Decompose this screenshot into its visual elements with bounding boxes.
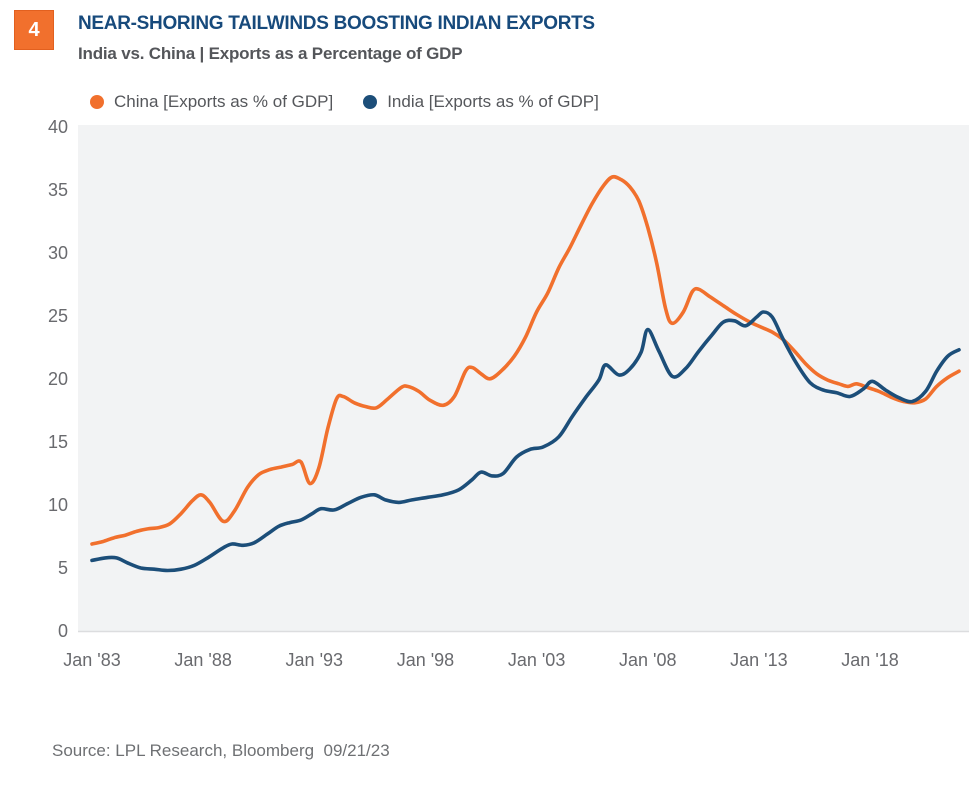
y-tick-label: 35	[47, 179, 68, 200]
x-tick-label: Jan '93	[285, 650, 344, 670]
y-tick-label: 30	[47, 242, 68, 263]
legend-label-china: China [Exports as % of GDP]	[114, 92, 334, 111]
x-tick-label: Jan '18	[841, 650, 899, 670]
y-tick-label: 0	[57, 621, 68, 641]
china-series-dot-icon	[90, 95, 104, 109]
x-tick-label: Jan '98	[396, 650, 455, 670]
y-tick-label: 10	[47, 494, 68, 515]
chart-title: NEAR-SHORING TAILWINDS BOOSTING INDIAN E…	[78, 13, 595, 34]
legend-item-china: China [Exports as % of GDP]	[90, 92, 333, 112]
source-line: Source: LPL Research, Bloomberg 09/21/23	[52, 741, 390, 760]
china-line	[90, 174, 961, 546]
y-tick-label: 25	[47, 305, 68, 326]
chart-subtitle: India vs. China | Exports as a Percentag…	[78, 44, 463, 63]
figure-number-badge: 4	[14, 10, 54, 50]
chart-legend: China [Exports as % of GDP] India [Expor…	[90, 92, 599, 112]
y-tick-label: 40	[47, 116, 68, 137]
india-series-dot-icon	[363, 95, 378, 109]
source-note: Source: LPL Research, Bloomberg 09/21/23…	[52, 739, 435, 787]
figure-number: 4	[28, 18, 40, 41]
x-tick-label: Jan '03	[507, 650, 566, 670]
y-tick-label: 5	[57, 557, 68, 578]
x-tick-label: Jan '88	[174, 650, 232, 670]
legend-item-india: India [Exports as % of GDP]	[363, 92, 599, 112]
legend-label-india: India [Exports as % of GDP]	[387, 92, 599, 111]
x-tick-label: Jan '08	[619, 650, 677, 670]
y-tick-label: 20	[47, 368, 68, 389]
india-line	[90, 310, 961, 573]
x-tick-label: Jan '83	[63, 650, 121, 670]
x-tick-label: Jan '13	[730, 650, 788, 670]
y-tick-label: 15	[47, 431, 68, 452]
